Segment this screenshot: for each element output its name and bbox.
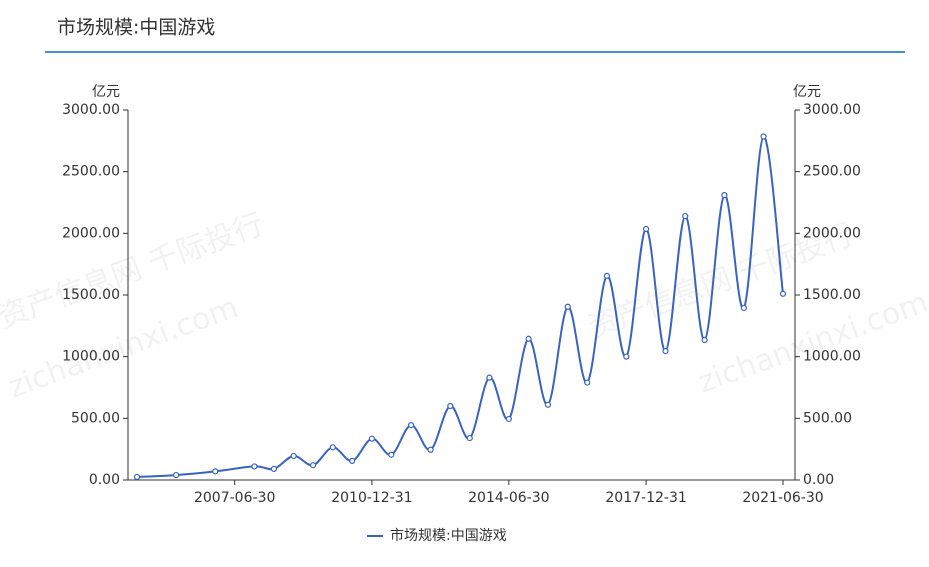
data-point bbox=[525, 335, 532, 342]
data-point bbox=[329, 444, 336, 451]
y-tick-label: 2000.00 bbox=[62, 225, 120, 241]
data-point bbox=[251, 463, 258, 470]
y2-tick-label: 2500.00 bbox=[803, 164, 861, 180]
data-point bbox=[682, 212, 689, 220]
data-point bbox=[584, 379, 591, 386]
data-point bbox=[427, 446, 434, 453]
data-point bbox=[212, 468, 219, 475]
data-point bbox=[349, 457, 356, 464]
data-point bbox=[368, 435, 376, 442]
data-point bbox=[447, 402, 454, 410]
data-point bbox=[407, 422, 415, 429]
data-point bbox=[505, 415, 512, 423]
x-tick-label: 2007-06-30 bbox=[194, 490, 275, 506]
y-tick-label: 1000.00 bbox=[62, 349, 120, 365]
y2-tick-label: 3000.00 bbox=[803, 102, 861, 118]
data-point bbox=[270, 465, 278, 472]
data-point bbox=[388, 451, 395, 458]
y-tick-label: 500.00 bbox=[71, 410, 120, 426]
y2-tick-label: 1500.00 bbox=[803, 287, 861, 303]
data-point bbox=[466, 434, 473, 442]
data-point bbox=[564, 303, 571, 310]
data-point bbox=[701, 336, 708, 344]
x-tick-label: 2010-12-31 bbox=[331, 490, 412, 506]
x-tick-label: 2014-06-30 bbox=[468, 490, 549, 506]
data-point bbox=[309, 462, 317, 469]
data-point bbox=[133, 473, 141, 481]
y2-tick-label: 0.00 bbox=[803, 472, 834, 488]
data-point bbox=[721, 192, 728, 199]
data-point bbox=[642, 225, 650, 233]
data-point bbox=[740, 304, 747, 312]
chart-title: 市场规模:中国游戏 bbox=[57, 17, 215, 39]
data-point bbox=[603, 272, 611, 279]
y2-tick-label: 2000.00 bbox=[803, 225, 861, 241]
x-tick-label: 2021-06-30 bbox=[742, 490, 823, 506]
data-point bbox=[290, 452, 297, 460]
y2-unit: 亿元 bbox=[793, 84, 821, 100]
y2-tick-label: 1000.00 bbox=[803, 349, 861, 365]
data-point bbox=[486, 374, 493, 381]
y-tick-label: 2500.00 bbox=[62, 164, 120, 180]
data-point bbox=[760, 133, 767, 140]
data-point bbox=[662, 348, 669, 355]
data-point bbox=[173, 471, 180, 479]
x-tick-label: 2017-12-31 bbox=[605, 490, 686, 506]
y-tick-label: 1500.00 bbox=[62, 287, 120, 303]
legend-label: 市场规模:中国游戏 bbox=[390, 527, 507, 544]
data-point bbox=[779, 290, 787, 297]
data-point bbox=[623, 353, 630, 360]
y-tick-label: 0.00 bbox=[89, 472, 120, 488]
y-tick-label: 3000.00 bbox=[62, 102, 120, 118]
data-point bbox=[544, 401, 552, 408]
y-unit: 亿元 bbox=[92, 84, 120, 100]
y2-tick-label: 500.00 bbox=[803, 410, 852, 426]
